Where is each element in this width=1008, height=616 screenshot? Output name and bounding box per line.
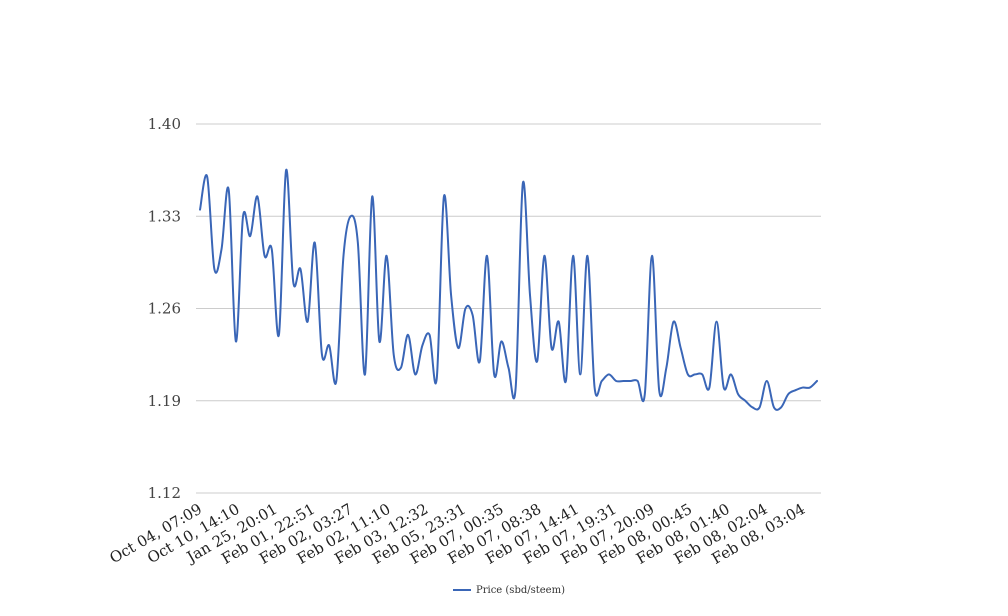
y-tick-label: 1.40: [148, 115, 181, 133]
gridlines: [196, 123, 821, 494]
legend-label: Price (sbd/steem): [476, 585, 565, 596]
series-layer: [199, 169, 818, 411]
y-tick-label: 1.33: [148, 207, 181, 225]
y-axis-ticks: 1.40 1.33 1.26 1.19 1.12: [148, 115, 181, 502]
y-tick-label: 1.12: [148, 484, 181, 502]
series-line-price: [199, 169, 818, 411]
legend: Price (sbd/steem): [453, 585, 565, 596]
y-tick-label: 1.19: [148, 392, 181, 410]
y-tick-label: 1.26: [148, 300, 181, 318]
